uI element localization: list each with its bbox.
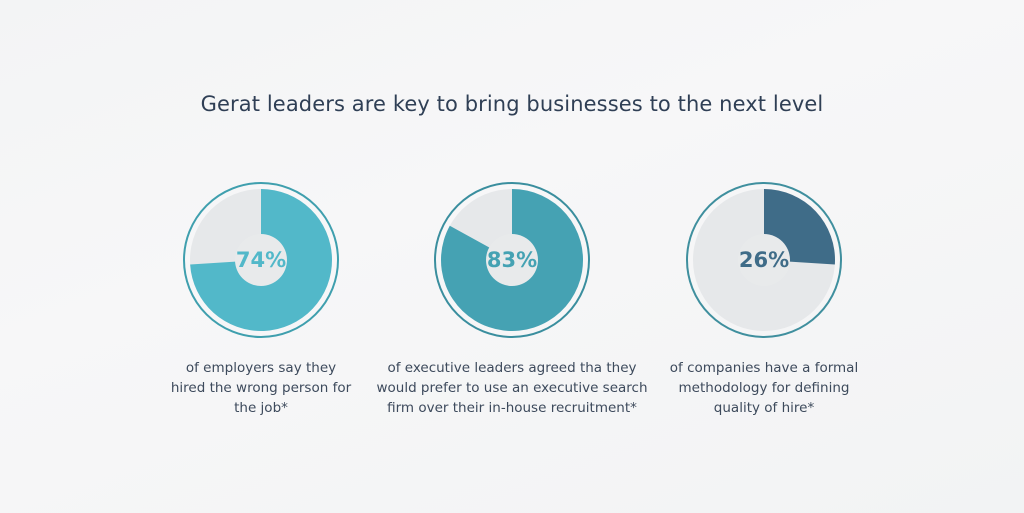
pie-outer-ring (183, 182, 339, 338)
pie-chart: 83% (432, 180, 592, 340)
stat-caption: of companies have a formal methodology f… (669, 360, 859, 416)
pie-percent-label: 83% (486, 248, 538, 272)
pie-outer-ring (434, 182, 590, 338)
pie-svg (183, 182, 339, 338)
page-title: Gerat leaders are key to bring businesse… (200, 92, 824, 116)
pie-svg (686, 182, 842, 338)
pie-center-hole (738, 234, 790, 286)
pie-center-hole (486, 234, 538, 286)
pie-percent-label: 26% (738, 248, 790, 272)
stat-caption: of executive leaders agreed tha they wou… (376, 360, 648, 416)
pie-svg (434, 182, 590, 338)
pie-center-hole (235, 234, 287, 286)
pie-percent-label: 74% (235, 248, 287, 272)
pie-chart: 74% (181, 180, 341, 340)
stat-caption: of employers say they hired the wrong pe… (170, 360, 352, 416)
pie-outer-ring (686, 182, 842, 338)
pie-chart: 26% (684, 180, 844, 340)
